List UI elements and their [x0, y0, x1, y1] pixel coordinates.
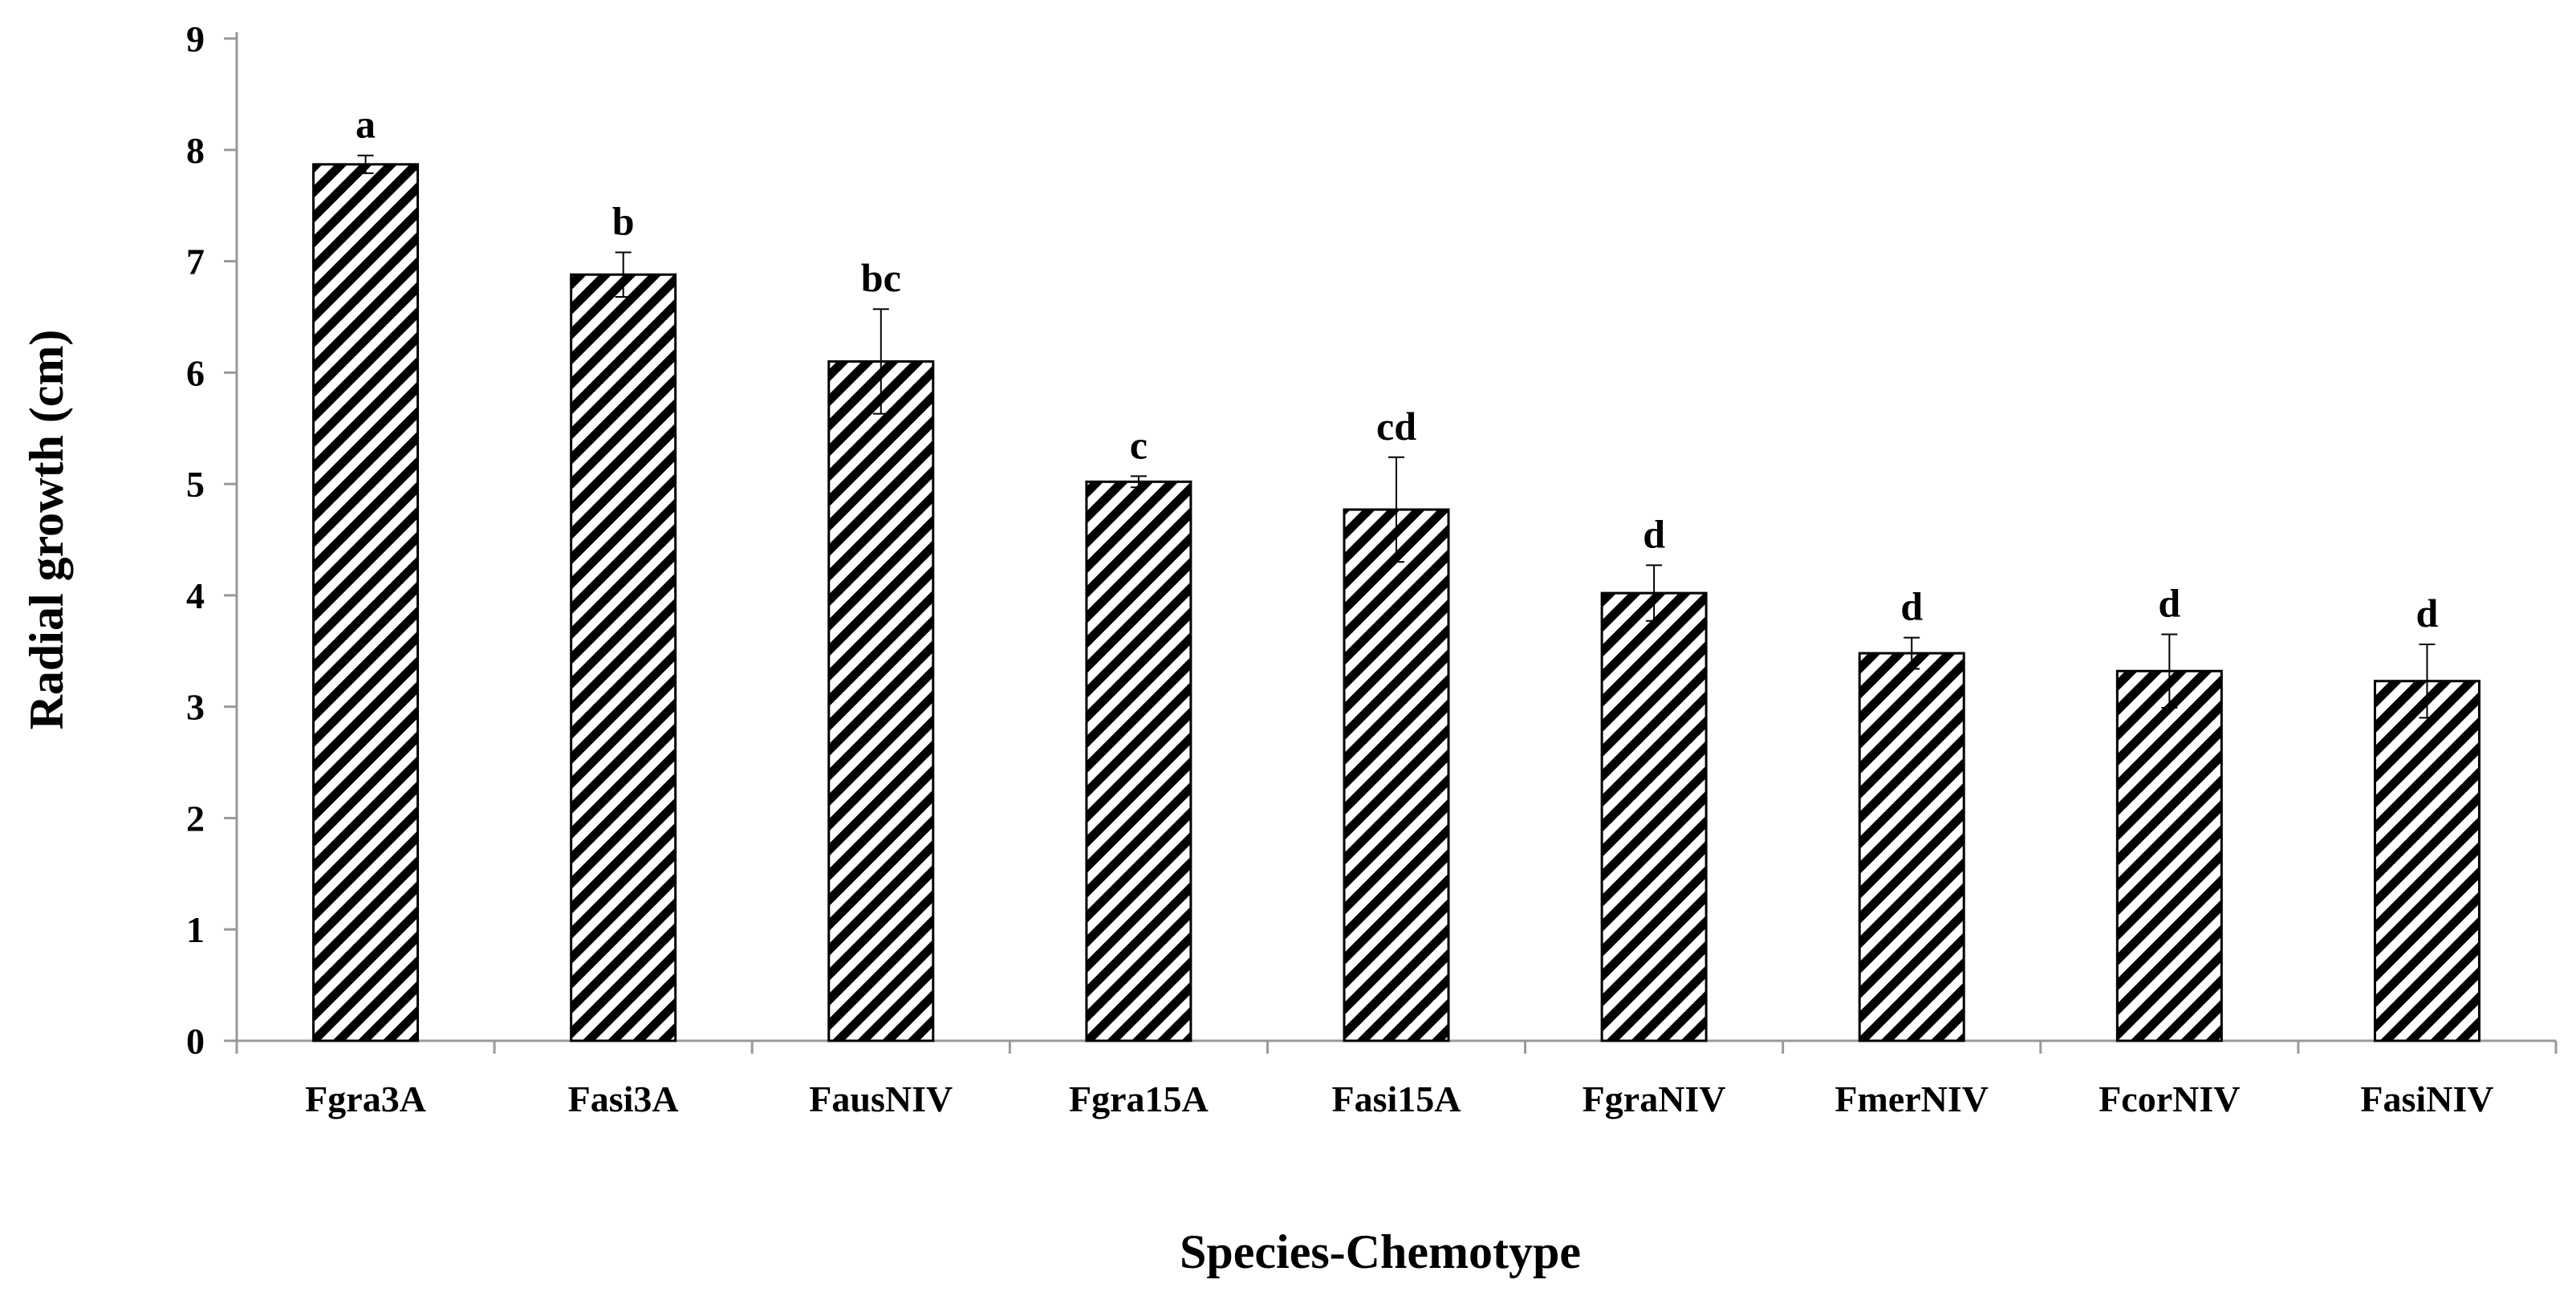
y-tick-label: 6 — [186, 352, 205, 393]
x-category-label: Fasi15A — [1332, 1078, 1461, 1119]
x-category-label: FcorNIV — [2099, 1078, 2240, 1119]
y-tick-label: 1 — [186, 909, 205, 950]
bar — [827, 359, 935, 1042]
x-category-label: FasiNIV — [2360, 1078, 2493, 1119]
significance-label: a — [356, 102, 376, 147]
significance-label: cd — [1376, 404, 1416, 449]
bar — [312, 163, 420, 1042]
y-tick-label: 5 — [186, 464, 205, 505]
y-tick-label: 7 — [186, 242, 205, 282]
significance-label: d — [1900, 584, 1923, 629]
significance-label: c — [1130, 422, 1148, 467]
y-tick-label: 8 — [186, 130, 205, 171]
y-tick-label: 4 — [186, 575, 205, 616]
bar — [2373, 680, 2481, 1042]
bar — [1858, 652, 1965, 1042]
significance-label: d — [2158, 580, 2180, 625]
significance-label: b — [612, 198, 635, 243]
x-category-label: FmerNIV — [1834, 1078, 1989, 1119]
significance-label: d — [1643, 511, 1665, 556]
bar — [1600, 591, 1708, 1042]
y-tick-label: 2 — [186, 798, 205, 839]
labels-layer: 0 1 2 3 4 5 6 7 8 9 a Fgra3A b Fasi3A bc FausNIV c Fgra15… — [186, 18, 2494, 1119]
x-category-label: Fgra3A — [305, 1078, 426, 1119]
bars-layer — [312, 154, 2481, 1042]
bar — [1343, 508, 1450, 1042]
bar — [2115, 669, 2223, 1042]
x-axis-title: Species-Chemotype — [1180, 1225, 1581, 1278]
x-category-label: Fasi3A — [568, 1078, 679, 1119]
y-tick-label: 3 — [186, 687, 205, 728]
x-category-label: FausNIV — [809, 1078, 953, 1119]
significance-label: bc — [861, 255, 901, 300]
y-axis-title: Radial growth (cm) — [20, 330, 73, 730]
x-category-label: Fgra15A — [1069, 1078, 1209, 1119]
y-tick-label: 0 — [186, 1021, 205, 1062]
bar — [570, 273, 677, 1042]
bar — [1085, 480, 1193, 1042]
x-category-label: FgraNIV — [1583, 1078, 1726, 1119]
significance-label: d — [2416, 591, 2439, 636]
y-tick-label: 9 — [186, 18, 205, 59]
